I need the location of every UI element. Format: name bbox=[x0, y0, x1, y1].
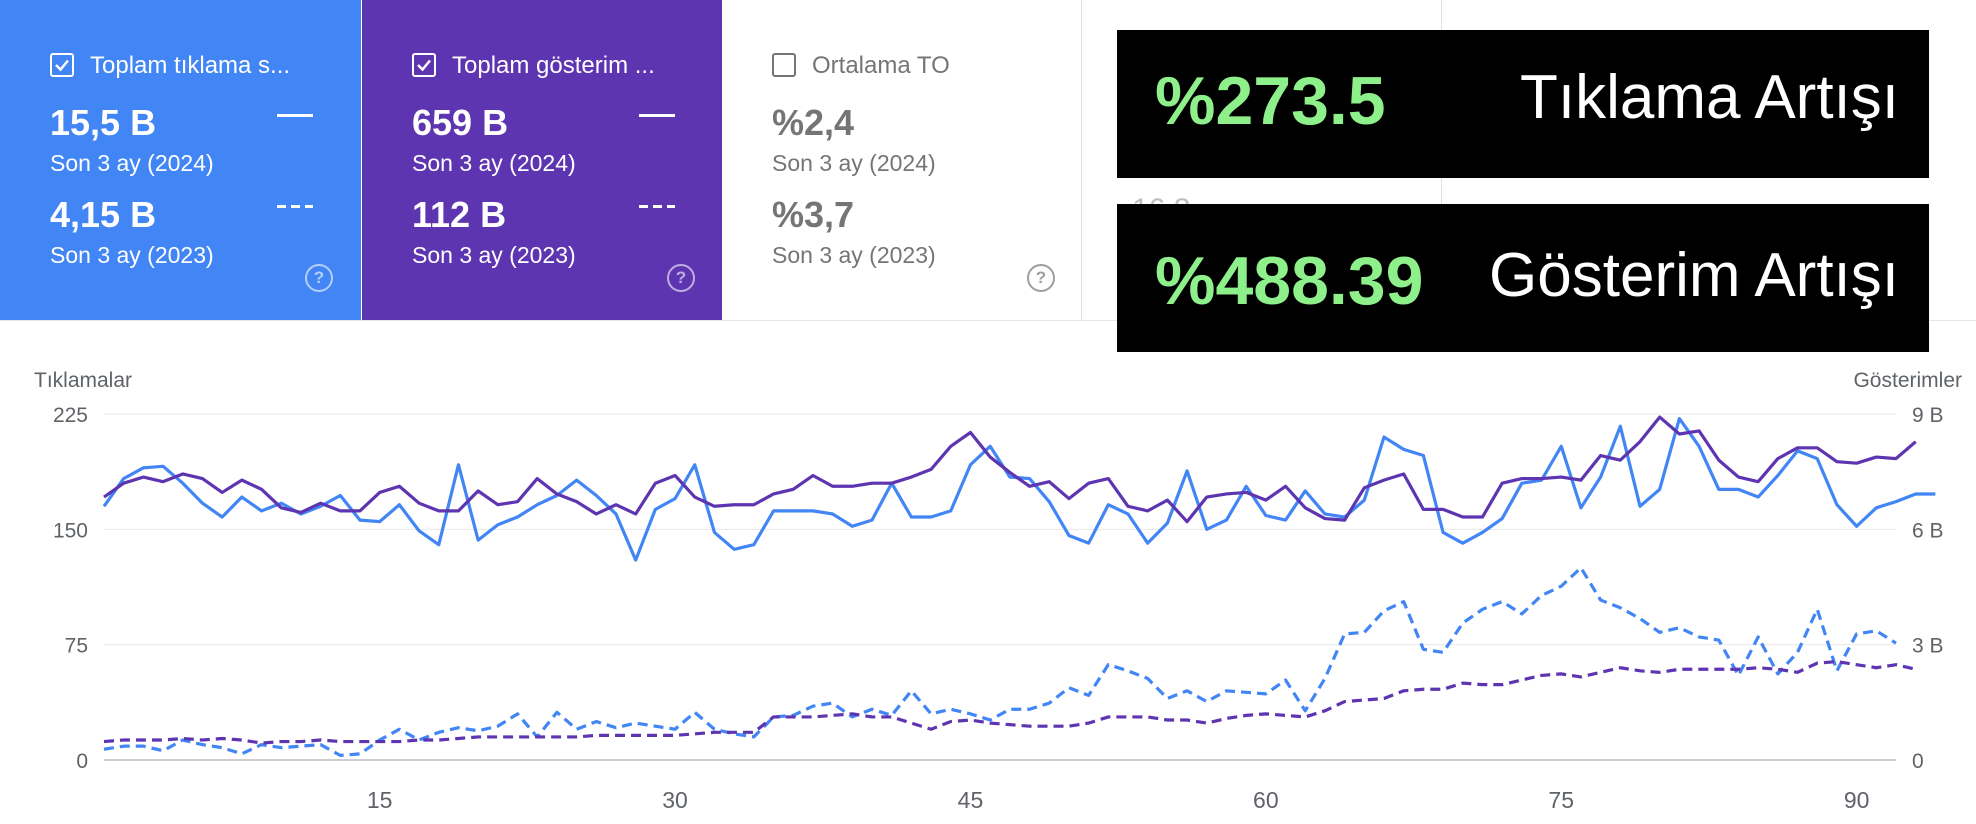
left-axis-title: Tıklamalar bbox=[34, 369, 133, 392]
help-icon[interactable]: ? bbox=[1027, 264, 1055, 292]
card-title: Ortalama TO bbox=[812, 52, 950, 79]
x-tick-label: 45 bbox=[958, 787, 984, 813]
right-tick-label: 6 B bbox=[1912, 519, 1944, 542]
help-icon[interactable]: ? bbox=[305, 264, 333, 292]
left-tick-label: 225 bbox=[53, 404, 88, 427]
card-period-previous: Son 3 ay (2023) bbox=[50, 242, 214, 268]
series-line-clicks-2024 bbox=[102, 417, 1936, 562]
solid-line-legend-icon bbox=[639, 114, 675, 117]
x-tick-label: 75 bbox=[1548, 787, 1574, 813]
card-period-current: Son 3 ay (2024) bbox=[412, 150, 576, 176]
card-average-ctr[interactable]: Ortalama TO %2,4 Son 3 ay (2024) %3,7 So… bbox=[722, 0, 1082, 320]
click-increase-value: %273.5 bbox=[1155, 63, 1386, 139]
card-period-previous: Son 3 ay (2023) bbox=[412, 242, 576, 268]
card-period-current: Son 3 ay (2024) bbox=[50, 150, 214, 176]
card-value-previous: %3,7 bbox=[772, 194, 855, 235]
right-tick-label: 3 B bbox=[1912, 635, 1944, 658]
x-tick-label: 15 bbox=[367, 787, 393, 813]
card-value-current: %2,4 bbox=[772, 102, 855, 143]
card-total-clicks[interactable]: Toplam tıklama s... 15,5 B Son 3 ay (202… bbox=[0, 0, 361, 320]
dashed-line-legend-icon bbox=[277, 205, 313, 208]
card-value-current: 15,5 B bbox=[50, 102, 157, 143]
series-line-impressions-2024 bbox=[103, 415, 1917, 524]
right-tick-label: 0 bbox=[1912, 750, 1924, 773]
card-period-current: Son 3 ay (2024) bbox=[772, 150, 936, 176]
series-line-clicks-2023 bbox=[103, 566, 1897, 757]
impression-increase-banner: %488.39 Gösterim Artışı bbox=[1117, 204, 1929, 352]
x-tick-label: 30 bbox=[662, 787, 688, 813]
help-icon[interactable]: ? bbox=[667, 264, 695, 292]
card-value-previous: 4,15 B bbox=[50, 194, 157, 235]
card-period-previous: Son 3 ay (2023) bbox=[772, 242, 936, 268]
click-increase-label: Tıklama Artışı bbox=[1520, 63, 1899, 132]
checkbox-unchecked-icon[interactable] bbox=[772, 53, 796, 77]
card-total-impressions[interactable]: Toplam gösterim ... 659 B Son 3 ay (2024… bbox=[362, 0, 722, 320]
impression-increase-label: Gösterim Artışı bbox=[1489, 241, 1899, 310]
card-value-current: 659 B bbox=[412, 102, 509, 143]
card-value-previous: 112 B bbox=[412, 194, 507, 235]
impression-increase-value: %488.39 bbox=[1155, 243, 1424, 319]
card-title: Toplam gösterim ... bbox=[452, 52, 655, 79]
x-tick-label: 60 bbox=[1253, 787, 1279, 813]
checkbox-checked-icon[interactable] bbox=[412, 53, 436, 77]
x-tick-label: 90 bbox=[1844, 787, 1870, 813]
checkbox-checked-icon[interactable] bbox=[50, 53, 74, 77]
left-tick-label: 75 bbox=[65, 635, 88, 658]
right-axis-title: Gösterimler bbox=[1853, 369, 1962, 392]
series-line-impressions-2023 bbox=[103, 659, 1917, 745]
left-tick-label: 0 bbox=[76, 750, 88, 773]
card-title: Toplam tıklama s... bbox=[90, 52, 291, 79]
right-tick-label: 9 B bbox=[1912, 404, 1944, 427]
dashed-line-legend-icon bbox=[639, 205, 675, 208]
solid-line-legend-icon bbox=[277, 114, 313, 117]
click-increase-banner: %273.5 Tıklama Artışı bbox=[1117, 30, 1929, 178]
left-tick-label: 150 bbox=[53, 519, 88, 542]
